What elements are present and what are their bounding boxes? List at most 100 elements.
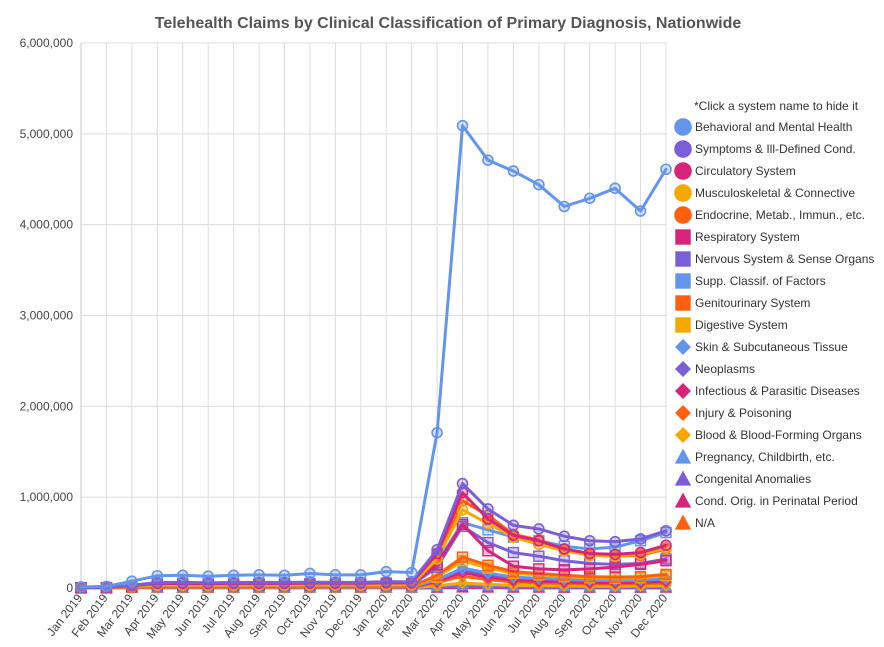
legend-item-n-a[interactable]: N/A <box>674 514 715 530</box>
legend-item-genitourinary-system[interactable]: Genitourinary System <box>675 295 810 311</box>
data-point <box>634 533 647 545</box>
data-point <box>482 545 494 557</box>
legend-label[interactable]: Musculoskeletal & Connective <box>695 186 855 200</box>
legend-marker <box>675 427 691 443</box>
data-point <box>660 524 672 537</box>
data-point <box>558 200 571 213</box>
data-point <box>456 477 469 490</box>
legend-item-symptoms-ill-defined-cond[interactable]: Symptoms & Ill-Defined Cond. <box>674 140 856 158</box>
legend-item-pregnancy-childbirth-etc[interactable]: Pregnancy, Childbirth, etc. <box>674 448 835 464</box>
legend-item-congenital-anomalies[interactable]: Congenital Anomalies <box>674 470 811 486</box>
legend-item-digestive-system[interactable]: Digestive System <box>675 317 788 333</box>
legend-label[interactable]: Skin & Subcutaneous Tissue <box>695 340 848 354</box>
legend-marker <box>675 273 691 289</box>
data-point <box>533 178 545 191</box>
data-point <box>558 543 571 555</box>
legend-label[interactable]: Symptoms & Ill-Defined Cond. <box>695 142 856 156</box>
y-tick-label: 5,000,000 <box>20 127 74 141</box>
data-point <box>380 565 393 578</box>
legend-label[interactable]: Congenital Anomalies <box>695 472 811 486</box>
legend-item-musculoskeletal-connective[interactable]: Musculoskeletal & Connective <box>674 184 855 202</box>
data-point <box>405 566 418 579</box>
legend-label[interactable]: Digestive System <box>695 318 788 332</box>
y-tick-label: 6,000,000 <box>20 36 74 50</box>
data-point <box>634 570 647 583</box>
legend-marker <box>675 405 691 421</box>
y-tick-label: 0 <box>66 581 73 595</box>
legend-note: *Click a system name to hide it <box>694 99 859 113</box>
data-point <box>304 567 316 580</box>
legend-item-nervous-system-sense-organs[interactable]: Nervous System & Sense Organs <box>675 251 874 267</box>
data-point <box>533 563 545 575</box>
data-point <box>329 569 342 581</box>
data-point <box>609 571 621 583</box>
legend-label[interactable]: Pregnancy, Childbirth, etc. <box>695 450 835 464</box>
legend-item-respiratory-system[interactable]: Respiratory System <box>675 229 800 245</box>
data-point <box>533 550 545 562</box>
data-point <box>456 577 469 589</box>
data-point <box>278 569 291 582</box>
series-line <box>79 124 668 589</box>
legend-label[interactable]: Respiratory System <box>695 230 800 244</box>
y-tick-label: 1,000,000 <box>20 490 74 504</box>
legend-marker <box>674 514 692 530</box>
data-point <box>482 503 494 515</box>
legend-label[interactable]: Behavioral and Mental Health <box>695 120 852 134</box>
legend-label[interactable]: Cond. Orig. in Perinatal Period <box>695 494 858 508</box>
data-point <box>660 568 672 581</box>
data-point <box>75 581 87 593</box>
legend-item-cond-orig-in-perinatal-period[interactable]: Cond. Orig. in Perinatal Period <box>674 492 858 508</box>
data-point <box>507 546 520 559</box>
y-tick-label: 2,000,000 <box>20 399 74 413</box>
legend-marker <box>675 251 691 267</box>
legend-label[interactable]: Infectious & Parasitic Diseases <box>695 384 860 398</box>
data-point <box>253 569 265 581</box>
data-point <box>100 580 113 593</box>
data-point <box>227 569 240 582</box>
legend-item-endocrine-metab-immun-etc[interactable]: Endocrine, Metab., Immun., etc. <box>674 206 865 224</box>
legend-label[interactable]: Genitourinary System <box>695 296 810 310</box>
data-point <box>558 530 571 543</box>
data-point <box>482 559 494 571</box>
series-layer <box>74 119 673 594</box>
legend-label[interactable]: Circulatory System <box>695 164 796 178</box>
legend-item-injury-poisoning[interactable]: Injury & Poisoning <box>675 405 792 421</box>
legend-item-skin-subcutaneous-tissue[interactable]: Skin & Subcutaneous Tissue <box>675 339 848 355</box>
data-point <box>482 513 494 525</box>
legend-marker <box>674 206 692 224</box>
legend-marker <box>674 470 692 486</box>
data-point <box>151 569 164 582</box>
data-point <box>482 536 494 549</box>
data-point <box>609 535 621 548</box>
legend-label[interactable]: Blood & Blood-Forming Organs <box>695 428 862 442</box>
data-point <box>583 192 596 205</box>
legend-marker <box>674 118 692 136</box>
data-point <box>507 529 520 542</box>
data-point <box>176 569 189 582</box>
legend: *Click a system name to hide it Behavior… <box>674 99 874 530</box>
data-point <box>609 182 621 195</box>
legend-marker <box>675 229 691 245</box>
legend-label[interactable]: N/A <box>695 516 715 530</box>
data-point <box>482 154 494 166</box>
data-point <box>558 564 570 576</box>
legend-label[interactable]: Injury & Poisoning <box>695 406 792 420</box>
data-point <box>507 519 520 532</box>
data-point <box>533 523 545 535</box>
legend-item-behavioral-and-mental-health[interactable]: Behavioral and Mental Health <box>674 118 852 136</box>
legend-item-blood-blood-forming-organs[interactable]: Blood & Blood-Forming Organs <box>675 427 862 443</box>
legend-item-neoplasms[interactable]: Neoplasms <box>675 361 755 377</box>
legend-marker <box>675 383 691 399</box>
data-point <box>431 569 443 581</box>
data-point <box>507 165 520 177</box>
data-point <box>660 163 672 176</box>
legend-label[interactable]: Supp. Classif. of Factors <box>695 274 826 288</box>
legend-marker <box>674 184 692 202</box>
legend-item-infectious-parasitic-diseases[interactable]: Infectious & Parasitic Diseases <box>675 383 860 399</box>
legend-item-circulatory-system[interactable]: Circulatory System <box>674 162 796 180</box>
legend-label[interactable]: Endocrine, Metab., Immun., etc. <box>695 208 865 222</box>
legend-label[interactable]: Nervous System & Sense Organs <box>695 252 874 266</box>
legend-item-supp-classif-of-factors[interactable]: Supp. Classif. of Factors <box>675 273 826 289</box>
legend-label[interactable]: Neoplasms <box>695 362 755 376</box>
